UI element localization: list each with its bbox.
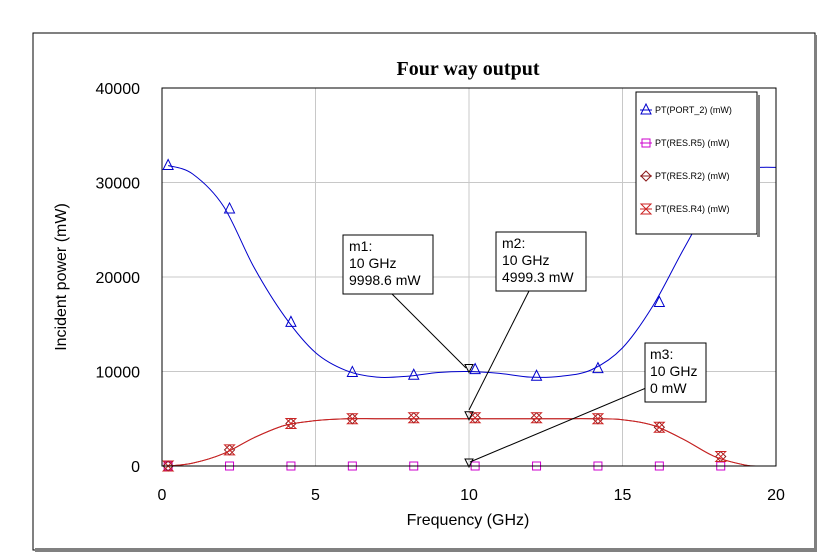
series-4-point bbox=[223, 444, 236, 456]
m2-indicator bbox=[464, 411, 474, 421]
series-1-point bbox=[469, 362, 481, 375]
legend-shadow bbox=[757, 95, 760, 237]
m3-value: 0 mW bbox=[650, 380, 687, 396]
m1-indicator bbox=[464, 364, 474, 374]
y-tick-label: 40000 bbox=[96, 81, 141, 98]
series-4-point bbox=[284, 417, 298, 429]
series-4-point bbox=[407, 412, 420, 424]
x-axis-label: Frequency (GHz) bbox=[407, 512, 530, 529]
series-4-point bbox=[653, 421, 666, 433]
x-tick-label: 5 bbox=[311, 487, 320, 504]
y-axis-ticks: 0 10000 20000 30000 40000 bbox=[96, 81, 141, 476]
m2-leader-line bbox=[468, 288, 531, 411]
m1-box bbox=[342, 234, 434, 295]
legend-swatch-marker bbox=[639, 203, 653, 215]
y-tick-label: 20000 bbox=[96, 270, 141, 287]
series-4-point bbox=[714, 451, 727, 463]
x-tick-label: 10 bbox=[460, 487, 478, 504]
m1-frequency: 10 GHz bbox=[349, 255, 396, 271]
series-1-point bbox=[162, 158, 174, 170]
legend-swatch-marker bbox=[640, 102, 652, 115]
frame-shadow-bottom bbox=[35, 548, 817, 552]
m3-box bbox=[644, 342, 707, 403]
series-4-point bbox=[161, 460, 175, 472]
x-tick-label: 20 bbox=[767, 487, 785, 504]
legend-label: PT(PORT_2) (mW) bbox=[655, 105, 732, 115]
legend-swatch-marker bbox=[640, 170, 652, 182]
y-tick-label: 0 bbox=[131, 459, 140, 476]
series-4-point bbox=[530, 412, 543, 424]
m2-frequency: 10 GHz bbox=[502, 252, 549, 268]
legend-label: PT(RES.R2) (mW) bbox=[655, 171, 730, 181]
m2-value: 4999.3 mW bbox=[502, 269, 574, 285]
x-tick-label: 0 bbox=[158, 487, 167, 504]
m2-label: m2: bbox=[502, 235, 525, 251]
y-tick-label: 10000 bbox=[96, 365, 141, 382]
x-tick-label: 15 bbox=[614, 487, 632, 504]
y-axis-label: Incident power (mW) bbox=[53, 203, 70, 351]
chart-title: Four way output bbox=[397, 58, 540, 80]
series-4-point bbox=[468, 412, 482, 424]
series-4-point bbox=[346, 413, 359, 425]
m3-leader-line bbox=[469, 387, 647, 463]
plot-border bbox=[161, 87, 777, 467]
series-1-point bbox=[592, 361, 604, 374]
m2-box bbox=[495, 231, 587, 292]
series-1-point bbox=[530, 369, 543, 381]
legend-swatch-marker bbox=[641, 138, 651, 148]
m3-indicator bbox=[464, 458, 474, 469]
legend-label: PT(RES.R4) (mW) bbox=[655, 204, 730, 214]
m1-value: 9998.6 mW bbox=[349, 272, 421, 288]
legend: PT(PORT_2) (mW) PT(RES.R5) (mW) PT(RES.R2)… bbox=[635, 91, 760, 237]
m3-label: m3: bbox=[650, 346, 673, 362]
x-axis-ticks: 0 5 10 15 20 bbox=[158, 487, 785, 504]
series-4-point bbox=[591, 413, 605, 425]
series-1-point bbox=[285, 315, 297, 327]
marker-annotations: m1: 10 GHz 9998.6 mW m2: 10 GHz 4999.3 m… bbox=[342, 231, 707, 463]
series-1-point bbox=[407, 368, 420, 380]
m1-leader-line bbox=[389, 291, 467, 369]
y-tick-label: 30000 bbox=[96, 176, 141, 193]
legend-label: PT(RES.R5) (mW) bbox=[655, 138, 730, 148]
series-1-point bbox=[223, 201, 236, 214]
frame-shadow-right bbox=[814, 35, 817, 552]
m3-frequency: 10 GHz bbox=[650, 363, 697, 379]
m1-label: m1: bbox=[349, 238, 372, 254]
series-1-point bbox=[346, 365, 359, 377]
legend-box bbox=[635, 91, 758, 235]
series-1-point bbox=[653, 295, 666, 308]
